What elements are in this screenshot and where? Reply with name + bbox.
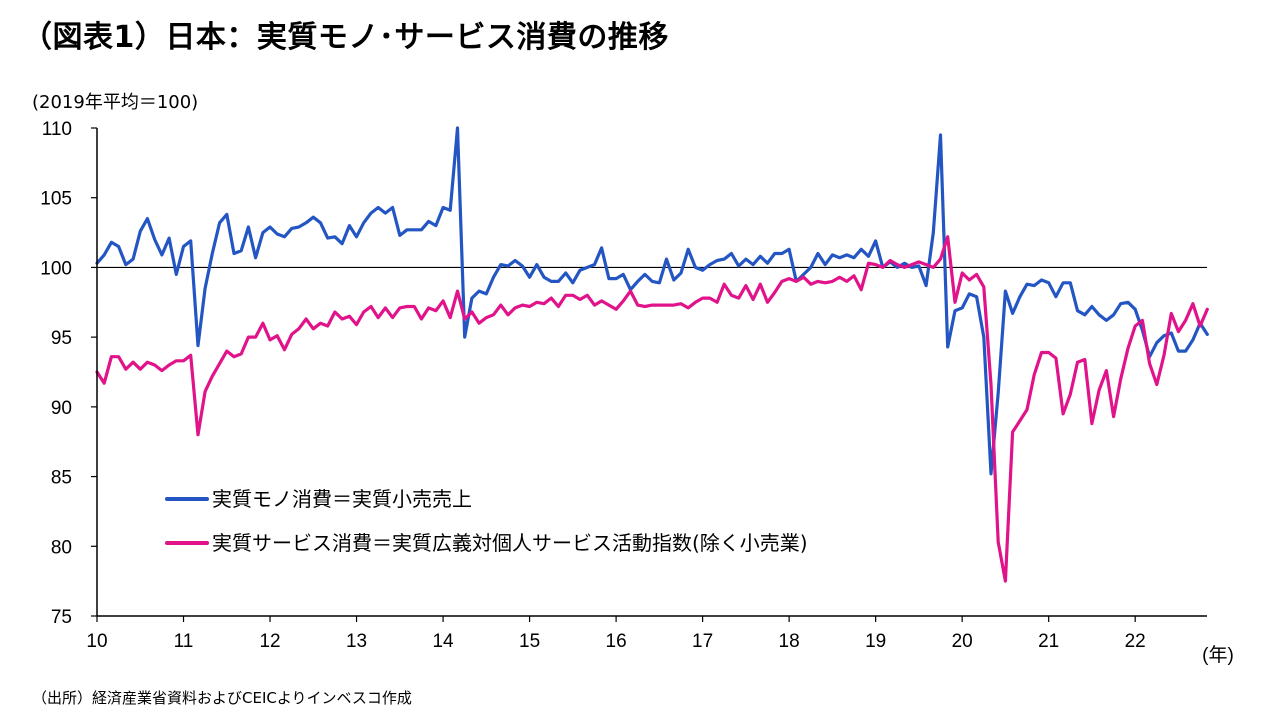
x-axis-ticks: 10 11 12 13 14 15 16 17 18 19 20 21 22 — [86, 616, 1146, 652]
source-note: （出所）経済産業省資料およびCEICよりインベスコ作成 — [32, 689, 412, 707]
x-axis-unit-label: (年) — [1202, 644, 1234, 666]
x-tick-label: 21 — [1038, 631, 1059, 652]
x-tick-label: 22 — [1125, 631, 1146, 652]
legend-label-goods: 実質モノ消費＝実質小売売上 — [212, 487, 472, 511]
x-tick-label: 16 — [606, 631, 627, 652]
goods-consumption-line — [95, 126, 1209, 476]
y-tick-label: 85 — [51, 468, 72, 489]
y-axis-unit-label: (2019年平均＝100) — [32, 92, 199, 113]
x-tick-label: 18 — [779, 631, 800, 652]
x-tick-label: 17 — [692, 631, 713, 652]
y-tick-label: 90 — [51, 398, 72, 419]
x-tick-label: 11 — [174, 631, 194, 652]
y-tick-label: 110 — [42, 119, 72, 140]
services-consumption-line — [95, 235, 1209, 583]
x-tick-label: 13 — [346, 631, 367, 652]
y-tick-label: 95 — [51, 328, 72, 349]
x-tick-label: 20 — [952, 631, 973, 652]
y-axis-ticks: 110 105 100 95 90 85 80 75 — [40, 119, 97, 628]
x-tick-label: 10 — [86, 631, 107, 652]
series-lines — [95, 126, 1209, 583]
y-tick-label: 105 — [40, 189, 72, 210]
legend-label-services: 実質サービス消費＝実質広義対個人サービス活動指数(除く小売業) — [212, 531, 808, 555]
y-tick-label: 80 — [51, 537, 72, 558]
x-tick-label: 19 — [865, 631, 886, 652]
legend: 実質モノ消費＝実質小売売上実質サービス消費＝実質広義対個人サービス活動指数(除く… — [165, 487, 808, 555]
x-tick-label: 14 — [432, 631, 454, 652]
x-tick-label: 12 — [259, 631, 280, 652]
x-tick-label: 15 — [519, 631, 540, 652]
y-tick-label: 100 — [40, 258, 72, 279]
chart-title: （図表1）日本：実質モノ･サービス消費の推移 — [22, 20, 669, 55]
y-tick-label: 75 — [51, 607, 72, 628]
